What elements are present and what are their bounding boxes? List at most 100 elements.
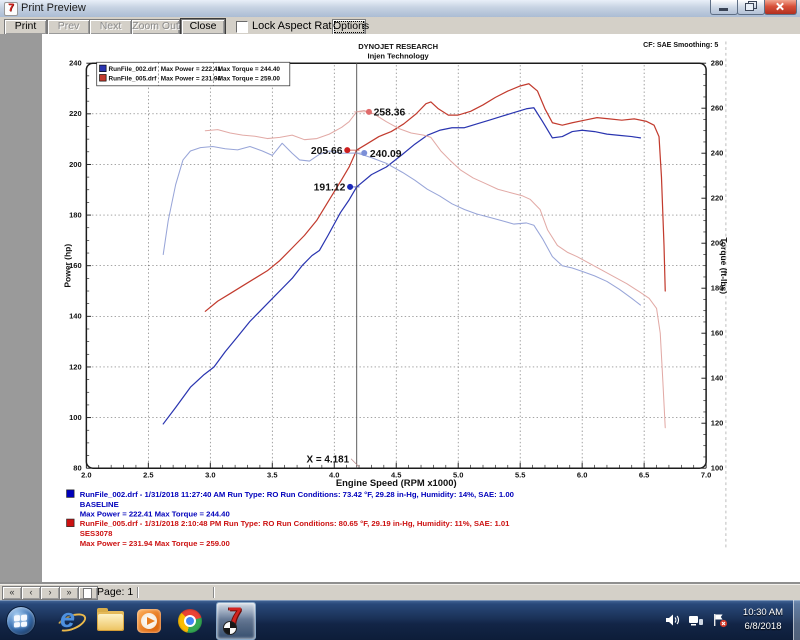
svg-text:200: 200 — [69, 160, 82, 169]
svg-text:240: 240 — [69, 59, 82, 68]
svg-text:160: 160 — [69, 261, 82, 270]
cursor-point-power_005 — [344, 147, 351, 154]
svg-text:180: 180 — [69, 210, 82, 219]
svg-text:200: 200 — [711, 239, 724, 248]
svg-text:3.0: 3.0 — [205, 471, 215, 480]
x-axis-label: Engine Speed (RPM x1000) — [336, 477, 457, 488]
taskbar-clock[interactable]: 10:30 AM 6/8/2018 — [734, 606, 792, 634]
svg-text:260: 260 — [711, 104, 724, 113]
next-page-button[interactable]: › — [40, 586, 60, 600]
next-button[interactable]: Next — [89, 19, 132, 35]
torque_002 — [162, 142, 641, 306]
windows-flag-icon — [14, 614, 27, 628]
legend-swatch — [99, 74, 107, 82]
svg-text:100: 100 — [711, 464, 724, 473]
lock-aspect-ratio-checkbox[interactable] — [236, 21, 248, 33]
document-icon — [83, 588, 92, 599]
close-window-button[interactable] — [764, 0, 797, 15]
print-button[interactable]: Print — [4, 19, 47, 35]
svg-text:2.5: 2.5 — [143, 471, 153, 480]
right-axis-label: Torque (ft-lbs) — [719, 237, 729, 294]
svg-text:5.5: 5.5 — [515, 471, 525, 480]
options-button[interactable]: Options — [332, 19, 369, 35]
svg-text:Max Power = 231.94: Max Power = 231.94 — [161, 76, 222, 83]
svg-text:Max Torque = 244.40: Max Torque = 244.40 — [218, 66, 281, 73]
svg-text:220: 220 — [711, 194, 724, 203]
prev-page-button[interactable]: ‹ — [21, 586, 41, 600]
svg-text:6.5: 6.5 — [639, 471, 649, 480]
page-setup-button[interactable] — [78, 586, 98, 600]
chart-subtitle: Injen Technology — [367, 51, 429, 60]
ie-taskbar-icon[interactable] — [57, 603, 84, 634]
svg-text:7.0: 7.0 — [701, 471, 711, 480]
svg-text:140: 140 — [711, 374, 724, 383]
cursor-value-label: 258.36 — [374, 108, 406, 119]
svg-text:2.0: 2.0 — [81, 471, 91, 480]
prev-button[interactable]: Prev — [47, 19, 90, 35]
lock-aspect-ratio-label: Lock Aspect Ratio — [252, 20, 341, 32]
left-axis-label: Power (hp) — [62, 244, 72, 288]
winpep-app-icon — [4, 2, 18, 16]
run-annotation: RunFile_002.drf - 1/31/2018 11:27:40 AM … — [80, 490, 514, 499]
svg-text:5.0: 5.0 — [453, 471, 463, 480]
cursor-point-power_002 — [347, 183, 354, 190]
chrome-taskbar-icon[interactable] — [178, 609, 202, 633]
run-swatch — [66, 489, 75, 498]
svg-text:RunFile_002.drf: RunFile_002.drf — [108, 66, 157, 73]
cursor-point-torque_005 — [365, 108, 372, 115]
close-preview-button[interactable]: Close — [181, 19, 225, 35]
power_005 — [204, 83, 666, 312]
taskbar: 10:30 AM 6/8/2018 — [0, 600, 800, 640]
explorer-taskbar-icon[interactable] — [97, 608, 124, 631]
run-annotation: BASELINE — [80, 500, 119, 509]
svg-text:6.0: 6.0 — [577, 471, 587, 480]
statusbar-separator — [213, 587, 214, 598]
last-page-button[interactable]: » — [59, 586, 79, 600]
run-annotation: RunFile_005.drf - 1/31/2018 2:10:48 PM R… — [80, 519, 510, 528]
minimize-button[interactable] — [710, 0, 738, 15]
action-center-flag-icon[interactable] — [712, 613, 728, 628]
window-titlebar: Print Preview — [0, 0, 800, 18]
smoothing-note: CF: SAE Smoothing: 5 — [643, 42, 718, 49]
run-annotation: SES3078 — [80, 529, 113, 538]
svg-text:RunFile_005.drf: RunFile_005.drf — [108, 76, 157, 83]
wmp-taskbar-icon[interactable] — [137, 609, 161, 633]
print-preview-toolbar: Print Prev Next Zoom Out Close Lock Aspe… — [0, 17, 800, 35]
winpep7-icon — [223, 603, 249, 635]
winpep-taskbar-button[interactable] — [216, 602, 256, 640]
show-desktop-button[interactable] — [793, 600, 800, 640]
statusbar-separator — [137, 587, 138, 598]
chart-title: DYNOJET RESEARCH — [358, 42, 438, 51]
svg-text:280: 280 — [711, 59, 724, 68]
svg-text:160: 160 — [711, 329, 724, 338]
svg-text:4.0: 4.0 — [329, 471, 339, 480]
run-annotation: Max Power = 231.94 Max Torque = 259.00 — [80, 539, 230, 548]
zoom-out-button[interactable]: Zoom Out — [131, 19, 180, 35]
cursor-x-label: X = 4.181 — [307, 455, 350, 466]
clock-date: 6/8/2018 — [744, 621, 782, 632]
svg-text:Max Torque = 259.00: Max Torque = 259.00 — [218, 76, 281, 83]
page-indicator: Page: 1 — [97, 586, 134, 598]
cursor-value-label: 240.09 — [370, 149, 402, 160]
window-title: Print Preview — [21, 2, 86, 14]
svg-text:220: 220 — [69, 109, 82, 118]
volume-icon[interactable] — [665, 613, 680, 627]
svg-text:120: 120 — [69, 362, 82, 371]
cursor-value-label: 191.12 — [314, 183, 346, 194]
restore-button[interactable] — [737, 0, 765, 15]
clock-time: 10:30 AM — [742, 607, 784, 618]
statusbar: « ‹ › » Page: 1 — [0, 584, 800, 600]
svg-text:Max Power = 222.41: Max Power = 222.41 — [161, 66, 222, 73]
svg-text:180: 180 — [711, 284, 724, 293]
preview-area: 2.0 2.5 3.0 3.5 4.0 4.5 5.0 5.5 6.0 6.5 7.0 240 220 2… — [0, 34, 800, 585]
svg-text:140: 140 — [69, 312, 82, 321]
legend-box — [96, 61, 291, 87]
power_002 — [162, 107, 642, 425]
cursor-point-torque_002 — [361, 149, 368, 157]
start-button[interactable] — [6, 606, 36, 636]
network-icon[interactable] — [688, 613, 704, 627]
svg-text:240: 240 — [711, 149, 724, 158]
run-annotation: Max Power = 222.41 Max Torque = 244.40 — [80, 510, 230, 519]
first-page-button[interactable]: « — [2, 586, 22, 600]
svg-text:100: 100 — [69, 413, 82, 422]
